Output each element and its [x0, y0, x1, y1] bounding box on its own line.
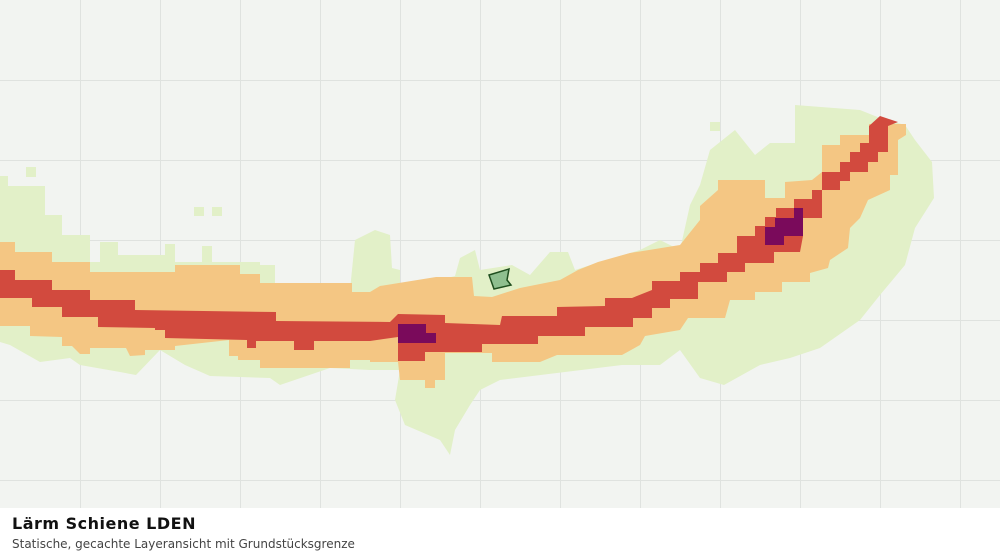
- layer-title: Lärm Schiene LDEN: [12, 514, 196, 533]
- map: [0, 0, 1000, 508]
- parcel-boundary[interactable]: [488, 267, 513, 290]
- noise-zone-very-high: [398, 208, 803, 343]
- layer-subtitle: Statische, gecachte Layeransicht mit Gru…: [12, 537, 355, 551]
- caption: Lärm Schiene LDEN Statische, gecachte La…: [0, 508, 1000, 560]
